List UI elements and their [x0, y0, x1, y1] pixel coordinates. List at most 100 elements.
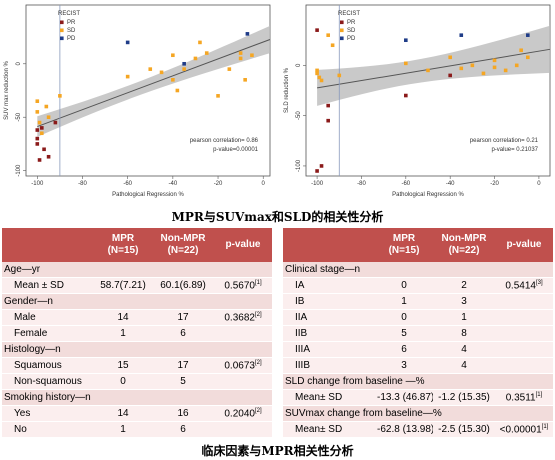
- data-point: [315, 169, 319, 173]
- data-point: [227, 67, 232, 71]
- header-text: MPR: [111, 233, 135, 244]
- data-row: Male 14 17 0.3682[2]: [2, 309, 272, 326]
- fit-line: [37, 39, 271, 128]
- y-axis-label: SUV max reduction %: [4, 60, 10, 119]
- annotation: pearson correlation= 0.86: [190, 138, 259, 144]
- cell-text: 14: [117, 408, 129, 419]
- cell: -62.8 (13.98): [375, 421, 433, 438]
- row-label: Clinical stage—n: [283, 262, 553, 278]
- data-point: [238, 56, 243, 61]
- data-point: [317, 75, 322, 80]
- cell-text: 16: [177, 408, 189, 419]
- cell-text: 0: [120, 376, 126, 387]
- header-text: (N=15): [107, 245, 139, 256]
- x-tick-label: 0: [262, 181, 266, 187]
- data-point: [182, 67, 186, 71]
- data-point: [148, 67, 153, 71]
- cell: 6: [152, 421, 214, 438]
- x-tick-label: -60: [401, 181, 410, 187]
- cell: 0: [94, 373, 152, 390]
- footnote-ref: [2]: [254, 359, 262, 366]
- header-text: (N=15): [388, 245, 420, 256]
- cell-text: 5: [180, 376, 186, 387]
- data-row: Yes 14 16 0.2040[2]: [2, 405, 272, 422]
- row-label: Female: [2, 325, 94, 342]
- cell: 1: [433, 309, 495, 326]
- cell-text: 6: [180, 424, 186, 435]
- footnote-ref: [1]: [254, 279, 262, 286]
- row-label: IB: [283, 293, 375, 310]
- cell-text: 4: [461, 360, 467, 371]
- data-point: [216, 94, 220, 98]
- footnote-ref: [2]: [254, 311, 262, 318]
- cell-text: 6: [401, 344, 407, 355]
- cell-text: 0.3511: [505, 392, 536, 404]
- cell-text: 0.2040: [224, 408, 255, 420]
- cell-text: 0.3682: [224, 312, 255, 324]
- data-row: Mean ± SD 58.7(7.21) 60.1(6.89) 0.5670[1]: [2, 277, 272, 294]
- header-text: (N=22): [448, 245, 480, 256]
- x-tick-label: -20: [490, 181, 499, 187]
- cell: 1: [94, 325, 152, 342]
- x-tick-label: -80: [78, 181, 87, 187]
- section-row: Histology—n: [2, 341, 272, 358]
- cell: 6: [375, 341, 433, 358]
- cell: 6: [152, 325, 214, 342]
- cell: 0.5414[3]: [495, 277, 553, 294]
- cell: 0.2040[2]: [214, 405, 272, 422]
- cell: [214, 421, 272, 438]
- y-tick-label: -100: [296, 159, 302, 172]
- cell-text: 0.5414: [505, 280, 536, 292]
- data-point: [492, 65, 497, 70]
- legend-label: SD: [67, 28, 76, 34]
- cell-text: 3: [401, 360, 407, 371]
- data-point: [42, 147, 46, 152]
- data-point: [470, 63, 475, 68]
- data-point: [125, 74, 130, 79]
- cell-text: 17: [177, 360, 189, 371]
- header-text: p-value: [225, 239, 261, 250]
- data-point: [492, 58, 497, 63]
- data-point: [526, 55, 530, 60]
- data-point: [35, 99, 40, 103]
- row-label: Mean± SD: [283, 421, 375, 438]
- data-point: [175, 88, 180, 93]
- row-label: Yes: [2, 405, 94, 422]
- legend-label: SD: [347, 28, 356, 34]
- legend-title: RECIST: [338, 11, 360, 17]
- header-cell: p-value: [214, 228, 272, 262]
- row-label: IIA: [283, 309, 375, 326]
- annotation: p-value=0.00001: [213, 147, 259, 153]
- footnote-ref: [1]: [541, 423, 549, 430]
- data-point: [198, 40, 202, 45]
- row-label: Age—yr: [2, 262, 272, 278]
- cell: 17: [152, 357, 214, 374]
- data-row: IA 0 2 0.5414[3]: [283, 277, 553, 294]
- header-cell: MPR (N=15): [94, 228, 152, 262]
- cell: 1: [375, 293, 433, 310]
- cell-text: 4: [461, 344, 467, 355]
- cell: [495, 357, 553, 374]
- header-cell: p-value: [495, 228, 553, 262]
- row-label: Gender—n: [2, 293, 272, 310]
- table: MPR (N=15) Non-MPR (N=22) p-value Age—yr Mean …: [2, 228, 272, 438]
- header-row: MPR (N=15) Non-MPR (N=22) p-value: [2, 228, 272, 262]
- data-row: Mean± SD -13.3 (46.87) -1.2 (15.35) 0.3511[…: [283, 389, 553, 406]
- data-point: [58, 94, 62, 98]
- cell-text: 0.5670: [224, 280, 255, 292]
- cell: 0.5670[1]: [214, 277, 272, 294]
- cell-text: <0.00001: [499, 424, 542, 436]
- cell: [495, 293, 553, 310]
- legend-label: PD: [347, 36, 356, 42]
- data-point: [459, 33, 464, 37]
- x-tick-label: 0: [537, 181, 541, 187]
- x-tick-label: -40: [169, 181, 178, 187]
- data-point: [53, 120, 58, 125]
- data-point: [35, 128, 40, 132]
- cell: 3: [433, 293, 495, 310]
- data-point: [448, 73, 452, 78]
- header-cell: Non-MPR (N=22): [433, 228, 495, 262]
- x-tick-label: -100: [31, 181, 44, 187]
- row-label: No: [2, 421, 94, 438]
- header-text: Non-MPR: [441, 233, 487, 244]
